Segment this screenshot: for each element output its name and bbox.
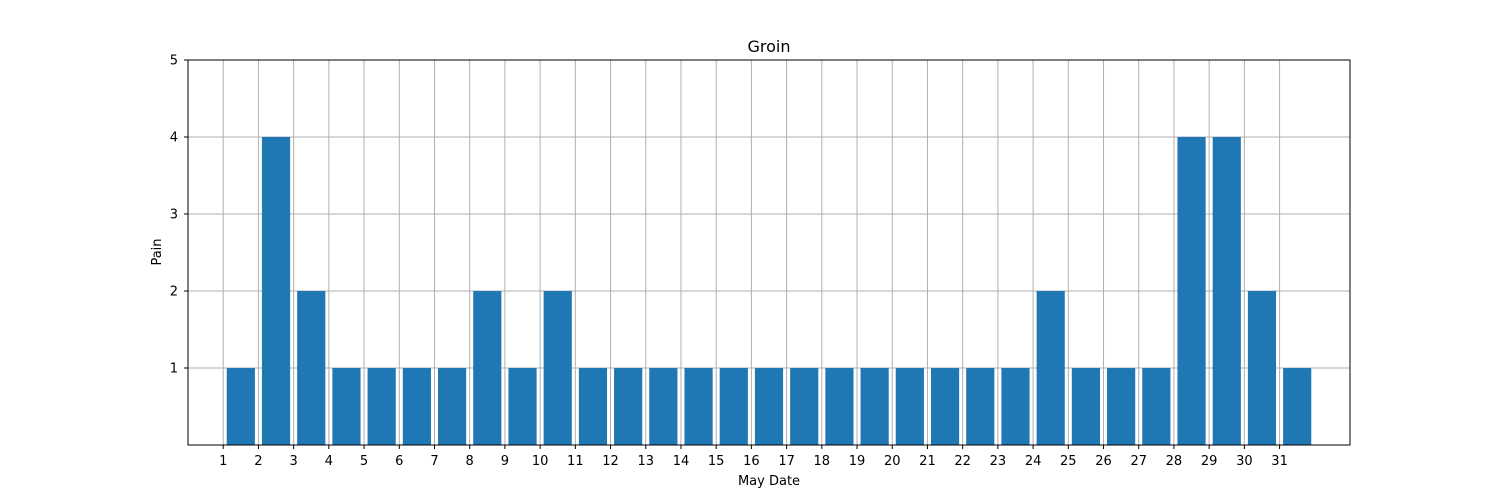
- x-tick-label: 22: [954, 454, 971, 469]
- bar: [790, 368, 819, 445]
- bar: [473, 291, 502, 445]
- bar: [402, 368, 431, 445]
- x-tick-label: 23: [990, 454, 1007, 469]
- x-axis-title: May Date: [738, 474, 800, 489]
- x-tick-label: 27: [1130, 454, 1147, 469]
- y-tick-label: 5: [170, 54, 178, 69]
- bar: [754, 368, 784, 445]
- x-tick-label: 28: [1166, 454, 1183, 469]
- bar: [1036, 291, 1065, 445]
- x-tick-label: 21: [919, 454, 936, 469]
- bar: [1247, 291, 1277, 445]
- x-tick-label: 25: [1060, 454, 1077, 469]
- bar: [684, 368, 713, 445]
- x-tick-label: 5: [360, 454, 368, 469]
- x-tick-label: 3: [289, 454, 297, 469]
- bar: [297, 291, 326, 445]
- x-tick-label: 10: [532, 454, 549, 469]
- x-tick-label: 24: [1025, 454, 1042, 469]
- x-tick-label: 12: [602, 454, 619, 469]
- bar: [261, 137, 291, 445]
- x-tick-label: 9: [501, 454, 509, 469]
- chart-title: Groin: [748, 37, 791, 56]
- bar: [1212, 137, 1241, 445]
- y-axis-ticks: 1 2 3 4 5: [170, 54, 188, 377]
- y-axis-title: Pain: [150, 238, 165, 265]
- bar: [438, 368, 467, 445]
- x-tick-label: 20: [884, 454, 901, 469]
- x-tick-label: 4: [325, 454, 333, 469]
- bar: [332, 368, 361, 445]
- grid-layer: [188, 59, 1350, 445]
- x-tick-label: 11: [567, 454, 584, 469]
- bar: [1001, 368, 1030, 445]
- y-tick-label: 2: [170, 285, 178, 300]
- x-tick-label: 16: [743, 454, 760, 469]
- x-tick-label: 7: [430, 454, 438, 469]
- bar: [719, 368, 748, 445]
- x-tick-label: 26: [1095, 454, 1112, 469]
- bar: [930, 368, 960, 445]
- bar: [1107, 368, 1136, 445]
- x-tick-label: 31: [1271, 454, 1288, 469]
- x-tick-label: 1: [219, 454, 227, 469]
- x-tick-label: 8: [466, 454, 474, 469]
- x-tick-label: 6: [395, 454, 403, 469]
- x-tick-label: 14: [673, 454, 690, 469]
- y-tick-label: 1: [170, 362, 178, 377]
- x-tick-label: 13: [637, 454, 654, 469]
- bar: [1177, 137, 1206, 445]
- bar: [508, 368, 537, 445]
- x-tick-label: 19: [849, 454, 866, 469]
- bar: [367, 368, 396, 445]
- bar: [825, 368, 854, 445]
- bar: [614, 368, 643, 445]
- bar: [1142, 368, 1171, 445]
- bar: [1071, 368, 1100, 445]
- x-tick-label: 17: [778, 454, 795, 469]
- x-axis-ticks: 1 2 3 4 5 6 7 8 9 10 11 12 13 14 15 16 17 18 19 20 21 22 23 24 2…: [219, 445, 1288, 469]
- bar: [860, 368, 889, 445]
- x-tick-label: 2: [254, 454, 262, 469]
- bar: [543, 291, 572, 445]
- bar: [966, 368, 995, 445]
- x-tick-label: 30: [1236, 454, 1253, 469]
- bar: [895, 368, 924, 445]
- plot-frame: [187, 59, 1351, 446]
- bar: [649, 368, 678, 445]
- bar: [578, 368, 608, 445]
- x-tick-label: 29: [1201, 454, 1218, 469]
- y-tick-label: 4: [170, 131, 178, 146]
- bar: [1283, 368, 1312, 445]
- bar: [226, 368, 255, 445]
- y-tick-label: 3: [170, 208, 178, 223]
- bar-layer: [226, 137, 1312, 445]
- x-tick-label: 15: [708, 454, 725, 469]
- x-tick-label: 18: [814, 454, 831, 469]
